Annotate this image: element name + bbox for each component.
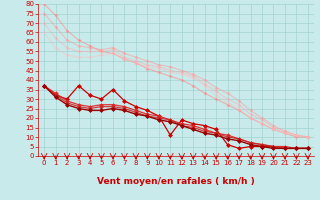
X-axis label: Vent moyen/en rafales ( km/h ): Vent moyen/en rafales ( km/h )	[97, 177, 255, 186]
